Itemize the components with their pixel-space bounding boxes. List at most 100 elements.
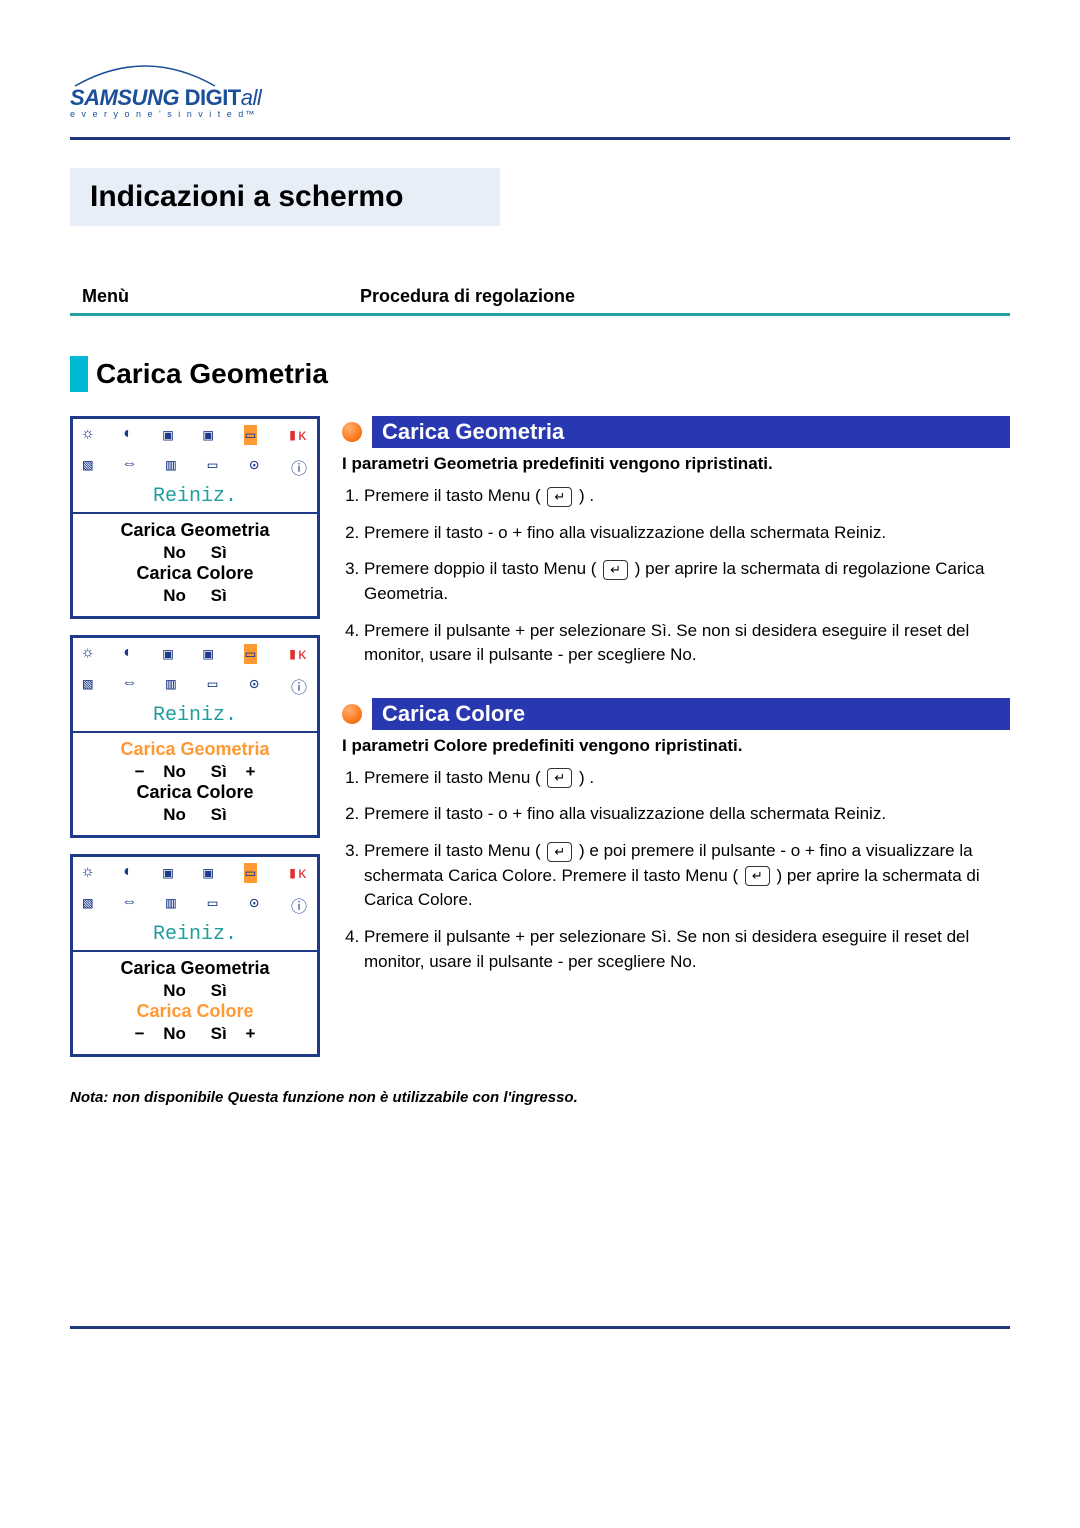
sub-desc-geom: I parametri Geometria predefiniti vengon…	[342, 454, 1010, 474]
osd-si: Sì	[211, 805, 227, 824]
title-right-spacer	[500, 168, 1010, 226]
brightness-icon: ☼	[83, 863, 93, 883]
logo: SAMSUNG DIGITall e v e r y o n e ' s i n…	[70, 60, 1010, 119]
menu-button-icon: ↵	[547, 768, 572, 788]
osd-reiniz-label: Reiniz.	[73, 483, 317, 514]
osd-icon-row-top: ☼ ◐ ▣ ▣ ▭ ▮ĸ	[73, 857, 317, 887]
osd-no: No	[163, 586, 186, 605]
rotate-icon: ⊙	[249, 455, 259, 479]
rotate-icon: ⊙	[249, 674, 259, 698]
osd-geom-line: Carica Geometria	[83, 520, 307, 541]
osd-si: Sì	[211, 543, 227, 562]
reset-icon: ▭	[244, 863, 258, 883]
step: Premere il tasto Menu ( ↵ ) .	[364, 766, 1010, 791]
osd-geom-opts: No Sì	[83, 543, 307, 563]
contrast-icon: ◐	[123, 425, 133, 445]
sub-desc-color: I parametri Colore predefiniti vengono r…	[342, 736, 1010, 756]
columns-header: Menù Procedura di regolazione	[70, 286, 1010, 313]
osd-color-opts-active: − No Sì +	[83, 1024, 307, 1044]
page-title-row: Indicazioni a schermo	[70, 168, 1010, 226]
reset-icon: ▭	[244, 644, 258, 664]
osd-geom-line: Carica Geometria	[83, 958, 307, 979]
size-icon: ▧	[83, 674, 93, 698]
bottom-rule	[70, 1326, 1010, 1329]
col-header-procedure: Procedura di regolazione	[360, 286, 1010, 307]
brightness-icon: ☼	[83, 644, 93, 664]
vpos-icon: ▣	[203, 425, 213, 445]
osd-no: No	[163, 543, 186, 562]
sphere-icon	[342, 704, 362, 724]
pincushion-icon: ⇔	[125, 893, 135, 917]
osd-icon-row-bottom: ▧ ⇔ ▥ ▭ ⊙ ⓘ	[73, 449, 317, 483]
contrast-icon: ◐	[123, 644, 133, 664]
osd-color-line: Carica Colore	[83, 563, 307, 584]
osd-color-line-hl: Carica Colore	[83, 1001, 307, 1022]
osd-minus: −	[135, 762, 145, 781]
trap-icon: ▥	[166, 674, 176, 698]
logo-tagline: e v e r y o n e ' s i n v i t e d™	[70, 109, 1010, 119]
osd-geom-opts: No Sì	[83, 981, 307, 1001]
steps-geom: Premere il tasto Menu ( ↵ ) . Premere il…	[342, 484, 1010, 668]
sub-header-bar-geom: Carica Geometria	[372, 416, 1010, 448]
osd-panel-1: ☼ ◐ ▣ ▣ ▭ ▮ĸ ▧ ⇔ ▥ ▭ ⊙ ⓘ Reiniz. Carica …	[70, 416, 320, 619]
step: Premere il tasto - o + fino alla visuali…	[364, 802, 1010, 827]
pincushion-icon: ⇔	[125, 674, 135, 698]
osd-si: Sì	[211, 762, 227, 781]
parallel-icon: ▭	[208, 674, 218, 698]
hpos-icon: ▣	[163, 644, 173, 664]
info-icon: ⓘ	[291, 674, 307, 698]
osd-reiniz-label: Reiniz.	[73, 921, 317, 952]
trap-icon: ▥	[166, 455, 176, 479]
menu-button-icon: ↵	[547, 842, 572, 862]
osd-icon-row-top: ☼ ◐ ▣ ▣ ▭ ▮ĸ	[73, 638, 317, 668]
trap-icon: ▥	[166, 893, 176, 917]
cyan-marker-icon	[70, 356, 88, 392]
vpos-icon: ▣	[203, 644, 213, 664]
osd-panel-3: ☼ ◐ ▣ ▣ ▭ ▮ĸ ▧ ⇔ ▥ ▭ ⊙ ⓘ Reiniz. Carica …	[70, 854, 320, 1057]
degauss-icon: ▮ĸ	[288, 644, 307, 664]
hpos-icon: ▣	[163, 863, 173, 883]
sphere-icon	[342, 422, 362, 442]
menu-button-icon: ↵	[745, 866, 770, 886]
osd-no: No	[163, 981, 186, 1000]
step: Premere il tasto - o + fino alla visuali…	[364, 521, 1010, 546]
osd-no: No	[163, 805, 186, 824]
step: Premere il pulsante + per selezionare Sì…	[364, 925, 1010, 974]
section-title: Carica Geometria	[96, 358, 328, 390]
sub-header-bar-color: Carica Colore	[372, 698, 1010, 730]
degauss-icon: ▮ĸ	[288, 863, 307, 883]
contrast-icon: ◐	[123, 863, 133, 883]
pincushion-icon: ⇔	[125, 455, 135, 479]
step: Premere il tasto Menu ( ↵ ) .	[364, 484, 1010, 509]
osd-icon-row-top: ☼ ◐ ▣ ▣ ▭ ▮ĸ	[73, 419, 317, 449]
sub-header-color: Carica Colore	[342, 698, 1010, 730]
osd-color-opts: No Sì	[83, 805, 307, 825]
osd-color-line: Carica Colore	[83, 782, 307, 803]
size-icon: ▧	[83, 893, 93, 917]
reset-icon: ▭	[244, 425, 258, 445]
menu-button-icon: ↵	[547, 487, 572, 507]
osd-icon-row-bottom: ▧ ⇔ ▥ ▭ ⊙ ⓘ	[73, 887, 317, 921]
osd-no: No	[163, 762, 186, 781]
step: Premere il pulsante + per selezionare Sì…	[364, 619, 1010, 668]
info-icon: ⓘ	[291, 893, 307, 917]
vpos-icon: ▣	[203, 863, 213, 883]
top-rule	[70, 137, 1010, 140]
osd-si: Sì	[211, 981, 227, 1000]
size-icon: ▧	[83, 455, 93, 479]
col-rule	[70, 313, 1010, 316]
logo-brand: SAMSUNG DIGITall	[70, 85, 261, 110]
info-icon: ⓘ	[291, 455, 307, 479]
footnote: Nota: non disponibile Questa funzione no…	[70, 1089, 1010, 1106]
step: Premere il tasto Menu ( ↵ ) e poi premer…	[364, 839, 1010, 913]
osd-no: No	[163, 1024, 186, 1043]
brightness-icon: ☼	[83, 425, 93, 445]
rotate-icon: ⊙	[249, 893, 259, 917]
steps-color: Premere il tasto Menu ( ↵ ) . Premere il…	[342, 766, 1010, 974]
osd-panel-2: ☼ ◐ ▣ ▣ ▭ ▮ĸ ▧ ⇔ ▥ ▭ ⊙ ⓘ Reiniz. Carica …	[70, 635, 320, 838]
osd-geom-opts-active: − No Sì +	[83, 762, 307, 782]
osd-minus: −	[135, 1024, 145, 1043]
instructions-column: Carica Geometria I parametri Geometria p…	[342, 416, 1010, 986]
osd-si: Sì	[211, 1024, 227, 1043]
osd-plus: +	[245, 1024, 255, 1043]
